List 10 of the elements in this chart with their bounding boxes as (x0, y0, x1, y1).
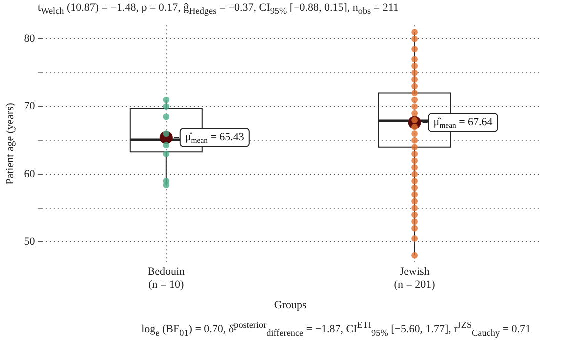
x-tick-label: Bedouin (n = 10) (148, 266, 186, 292)
y-tick-label: 70 (24, 100, 36, 113)
x-tick-label: Jewish (n = 201) (394, 266, 436, 292)
y-tick-label: 80 (24, 33, 36, 46)
x-axis-title: Groups (274, 299, 307, 312)
y-axis-title: Patient age (years) (4, 102, 16, 185)
y-tick-label: 50 (24, 236, 36, 248)
chart-title: t$_{Welch}$ (10.87) = −1.48, p = 0.17, ĝ$_{Hedges}$ = −0.37, CI$_{95%}$ [−0.88, 0.15], n$_{obs}$ = 211 (38, 2, 399, 16)
y-tick-label: 60 (24, 168, 36, 180)
text: log$_{e}$ (BF$_{01}$) = 0.70, δ̂$^{posterior}$$_{difference}$ = −1.87, CI$^{ETI}$$_{95%}$ [−5.60, 1.77], r$^{JZS}$$_{Cauchy}$ = 0.71 (142, 320, 531, 338)
